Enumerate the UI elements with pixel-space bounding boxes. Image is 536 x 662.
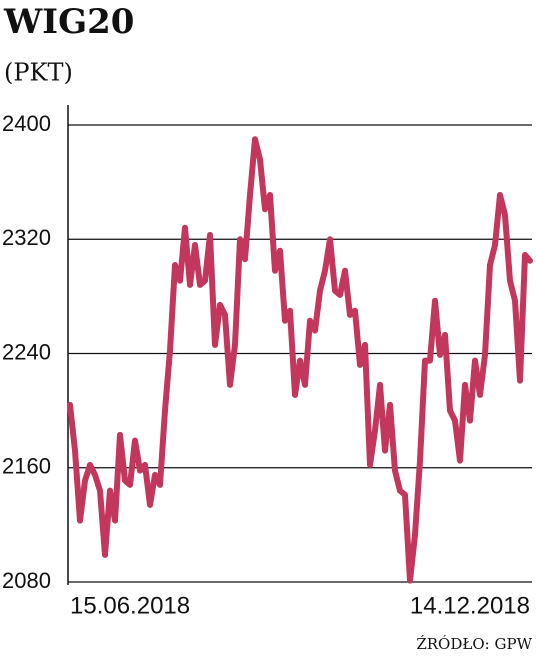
y-tick-label: 2320 — [2, 225, 51, 250]
x-tick-label: 15.06.2018 — [70, 592, 190, 619]
y-tick-label: 2400 — [2, 111, 51, 136]
chart-title: WIG20 — [3, 2, 134, 42]
y-tick-label: 2240 — [2, 339, 51, 364]
chart-subtitle: (PKT) — [4, 59, 73, 87]
y-tick-label: 2080 — [2, 568, 51, 593]
data-line — [67, 136, 533, 584]
x-tick-label: 14.12.2018 — [410, 592, 530, 619]
y-tick-label: 2160 — [2, 454, 51, 479]
source: ŹRÓDŁO: GPW — [416, 635, 532, 653]
